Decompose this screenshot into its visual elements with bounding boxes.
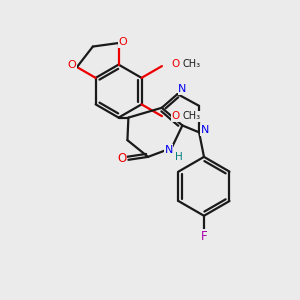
Text: N: N: [164, 145, 173, 155]
Text: CH₃: CH₃: [182, 59, 200, 69]
Text: O: O: [68, 60, 76, 70]
Text: N: N: [201, 125, 209, 135]
Text: O: O: [118, 37, 127, 47]
Text: O: O: [172, 111, 180, 121]
Text: H: H: [175, 152, 182, 162]
Text: O: O: [172, 59, 180, 69]
Text: N: N: [178, 84, 187, 94]
Text: CH₃: CH₃: [182, 111, 200, 121]
Text: O: O: [117, 152, 126, 165]
Text: F: F: [201, 230, 207, 243]
